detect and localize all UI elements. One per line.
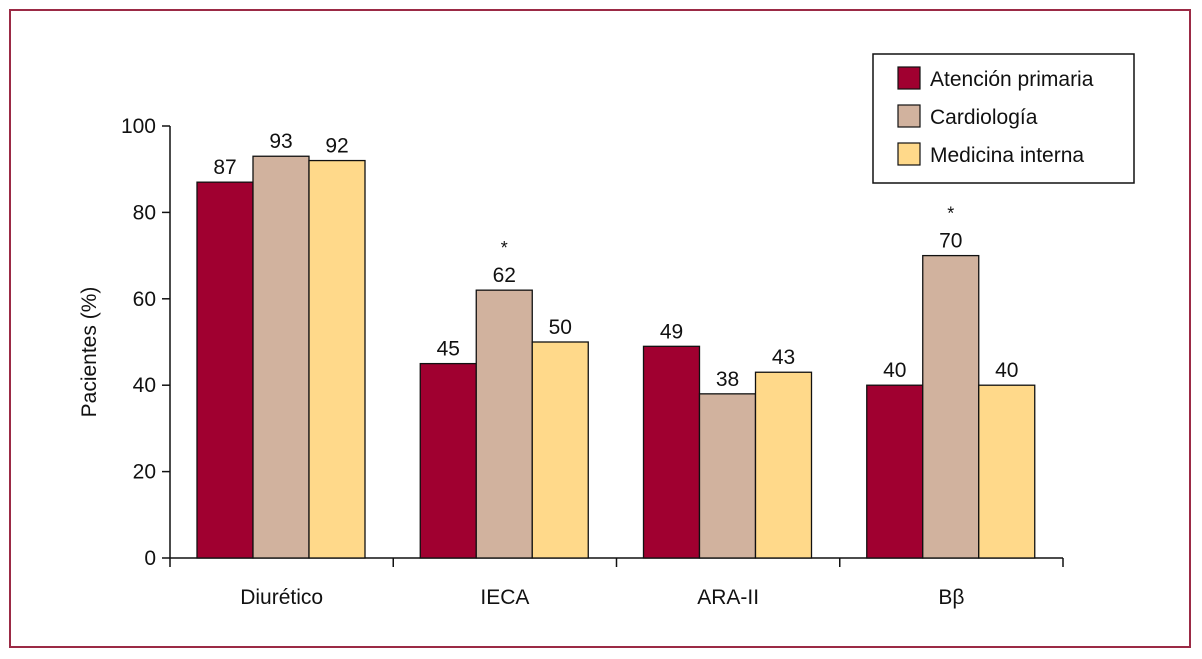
bars bbox=[196, 155, 1036, 559]
data-label-diuretico-atencion-primaria: 87 bbox=[213, 156, 236, 179]
bar-b-atencion-primaria bbox=[866, 384, 924, 559]
data-label-b-atencion-primaria: 40 bbox=[883, 359, 906, 382]
legend: Atención primaria Cardiología Medicina int… bbox=[872, 53, 1135, 184]
y-ticks: 0 20 40 60 80 100 bbox=[121, 115, 170, 570]
legend-label-atencion-primaria: Atención primaria bbox=[930, 68, 1094, 91]
significance-marker-ieca: * bbox=[501, 238, 508, 258]
category-label-ieca: IECA bbox=[480, 586, 529, 609]
data-label-ara-ii-atencion-primaria: 49 bbox=[660, 320, 683, 343]
data-label-b-cardiologia: 70 bbox=[939, 230, 962, 253]
category-label-diuretico: Diurético bbox=[240, 586, 323, 609]
y-axis-title: Pacientes (%) bbox=[78, 287, 101, 418]
legend-swatch-cardiologia bbox=[897, 104, 921, 128]
y-tick-label-20: 20 bbox=[133, 461, 156, 484]
legend-label-medicina-interna: Medicina interna bbox=[930, 144, 1084, 167]
legend-label-cardiologia: Cardiología bbox=[930, 106, 1038, 129]
bar-diuretico-medicina-interna bbox=[308, 159, 366, 559]
bar-diuretico-atencion-primaria bbox=[196, 181, 254, 559]
legend-swatch-atencion-primaria bbox=[897, 66, 921, 90]
bar-diuretico-cardiologia bbox=[252, 155, 310, 559]
y-tick-label-0: 0 bbox=[144, 547, 156, 570]
bar-ieca-cardiologia bbox=[475, 289, 533, 559]
bar-b-cardiologia bbox=[922, 254, 980, 559]
x-ticks bbox=[169, 558, 1064, 567]
bar-ieca-atencion-primaria bbox=[419, 362, 477, 559]
data-label-ieca-atencion-primaria: 45 bbox=[437, 338, 460, 361]
bar-ara-ii-medicina-interna bbox=[754, 371, 813, 559]
data-label-diuretico-cardiologia: 93 bbox=[269, 130, 292, 153]
legend-swatch-medicina-interna bbox=[897, 142, 921, 166]
data-label-ara-ii-medicina-interna: 43 bbox=[772, 346, 795, 369]
data-label-ieca-cardiologia: 62 bbox=[493, 264, 516, 287]
y-tick-label-40: 40 bbox=[133, 374, 156, 397]
bar-ara-ii-cardiologia bbox=[698, 393, 757, 559]
y-tick-label-80: 80 bbox=[133, 201, 156, 224]
data-labels: 87 93 92 45 62 * 50 49 38 43 40 70 * 40 bbox=[213, 130, 1018, 391]
category-label-ara-ii: ARA-II bbox=[697, 586, 759, 609]
data-label-b-medicina-interna: 40 bbox=[995, 359, 1018, 382]
bar-ieca-medicina-interna bbox=[531, 341, 589, 559]
significance-marker-b: * bbox=[947, 204, 954, 224]
data-label-ara-ii-cardiologia: 38 bbox=[716, 368, 739, 391]
bar-ara-ii-atencion-primaria bbox=[642, 345, 701, 559]
bar-b-medicina-interna bbox=[978, 384, 1036, 559]
y-tick-label-60: 60 bbox=[133, 288, 156, 311]
y-tick-label-100: 100 bbox=[121, 115, 156, 138]
category-labels: Diurético IECA ARA-II Bβ bbox=[240, 586, 964, 609]
category-label-b: Bβ bbox=[938, 586, 964, 609]
data-label-ieca-medicina-interna: 50 bbox=[549, 316, 572, 339]
data-label-diuretico-medicina-interna: 92 bbox=[325, 135, 348, 158]
